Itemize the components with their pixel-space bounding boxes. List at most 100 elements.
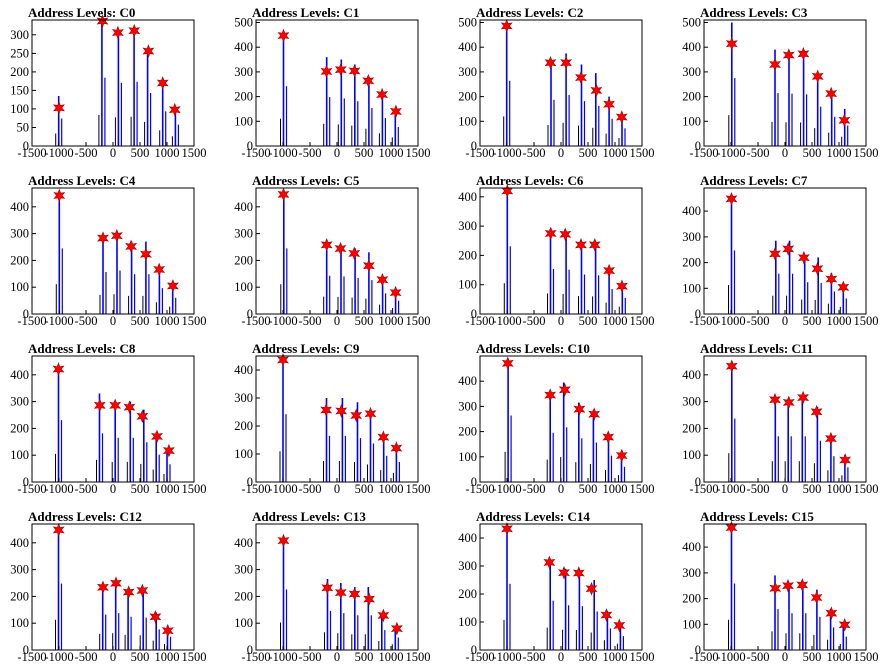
x-tick-label: 1500 [182,314,207,328]
peak-marker [613,618,626,633]
chart-panel-6: Address Levels: C6 0 100 200 300 400 -1500 -100… [448,168,672,336]
chart-panel-13: Address Levels: C13 0 100 200 300 400 -1500 -10… [224,504,448,672]
peak-marker [559,227,572,242]
x-tick-label: 1000 [603,482,628,496]
x-tick-label: -1000 [44,314,73,328]
peak-marker [334,241,347,256]
x-tick-label: -500 [299,650,322,664]
y-tick-label: 300 [234,391,253,405]
peak-marker [615,448,628,463]
chart-panel-3: Address Levels: C3 0 100 200 300 400 500 -1500-… [672,0,896,168]
y-tick-label: 0 [471,307,477,321]
chart-svg-6: Address Levels: C6 0 100 200 300 400 -1500-100… [458,173,654,328]
x-tick-label: -1500 [689,482,718,496]
x-tick-label: -1500 [689,650,718,664]
x-tick-label: -500 [75,314,98,328]
y-tick-label: 300 [458,219,477,233]
peak-marker [558,565,570,580]
y-tick-label: 200 [234,419,253,433]
y-tick-label: 0 [471,139,477,153]
peak-marker [797,250,810,265]
x-tick-label: 500 [355,650,374,664]
y-tick-label: 100 [458,615,477,629]
y-tick-label: 0 [23,475,29,489]
x-tick-label: 0 [782,314,788,328]
y-tick-label: 400 [234,200,253,214]
chart-title: Address Levels: C14 [476,509,590,524]
x-tick-label: -500 [523,482,546,496]
x-tick-label: 0 [110,650,116,664]
chart-svg-13: Address Levels: C13 0 100 200 300 400 -1500-10… [234,509,430,664]
x-tick-label: -500 [747,314,770,328]
y-tick-label: 200 [458,248,477,262]
peak-marker [600,608,613,622]
x-tick-label: -1000 [716,146,745,160]
x-tick-label: -500 [75,146,98,160]
plot-frame [31,355,195,483]
chart-svg-3: Address Levels: C30100200300400500-1500-… [682,5,879,160]
y-tick-label: 300 [234,227,253,241]
peak-marker [782,395,795,410]
chart-title: Address Levels: C5 [252,173,360,188]
y-tick-label: 200 [458,90,477,104]
x-tick-label: 500 [803,314,822,328]
peak-marker [348,246,361,261]
x-tick-label: 1500 [854,146,879,160]
peak-marker [616,279,628,294]
x-tick-label: 500 [579,482,598,496]
x-tick-label: 1000 [827,146,852,160]
x-tick-label: -1000 [268,314,297,328]
y-tick-label: 0 [23,643,29,657]
y-tick-label: 200 [10,253,29,267]
x-tick-label: -1500 [465,482,494,496]
chart-svg-4: Address Levels: C4 0 100 200 300 400 -1500-100… [10,173,207,328]
x-tick-label: 1000 [827,482,852,496]
y-tick-label: 200 [682,421,701,435]
x-tick-label: 500 [579,146,598,160]
peak-marker [615,110,628,124]
peak-marker [122,585,135,599]
x-tick-label: -1500 [465,650,494,664]
chart-panel-9: Address Levels: C9 0 100 200 300 400 -1500 -100… [224,336,448,504]
x-tick-label: 500 [803,650,822,664]
x-tick-label: -1500 [241,314,270,328]
peak-marker [769,392,781,407]
y-tick-label: 100 [234,114,253,128]
chart-title: Address Levels: C3 [700,5,808,20]
x-tick-label: -500 [523,146,546,160]
chart-svg-14: Address Levels: C14 0 100 200 300 400 -1500-10… [458,509,654,664]
chart-panel-1: Address Levels: C1 0 100 200 300 400 500 -1500-… [224,0,448,168]
x-tick-label: 1500 [182,482,207,496]
peak-marker [52,362,65,376]
x-tick-label: -500 [747,482,770,496]
x-tick-label: -500 [75,650,98,664]
chart-svg-5: Address Levels: C5 0 100 200 300 400 -1500-100… [234,173,430,328]
chart-panel-7: Address Levels: C7 0 100 200 300 400 -1500 -100… [672,168,896,336]
peak-marker [97,580,109,595]
peak-marker [603,97,616,112]
chart-panel-11: Address Levels: C11 0 100 200 300 400 -1500 -10… [672,336,896,504]
x-tick-label: -1000 [268,482,297,496]
x-tick-label: 0 [782,482,788,496]
y-tick-label: 300 [234,65,253,79]
y-tick-label: 200 [458,425,477,439]
peak-marker [838,113,851,128]
y-tick-label: 0 [695,475,701,489]
x-tick-label: -1500 [17,650,46,664]
x-tick-label: 1000 [379,482,404,496]
peak-marker [543,555,556,570]
chart-panel-5: Address Levels: C5 0 100 200 300 400 -1500 -100… [224,168,448,336]
x-tick-label: -1000 [716,650,745,664]
peak-marker [320,237,333,252]
x-tick-label: -500 [299,146,322,160]
peak-marker [162,443,175,458]
peak-marker [334,62,347,77]
x-tick-label: 500 [355,314,374,328]
peak-marker [168,102,181,117]
x-tick-label: -1500 [241,482,270,496]
x-tick-label: 1000 [155,314,180,328]
peak-marker [277,353,289,367]
chart-title: Address Levels: C8 [28,341,136,356]
x-tick-label: 1500 [406,146,431,160]
y-tick-label: 0 [471,475,477,489]
